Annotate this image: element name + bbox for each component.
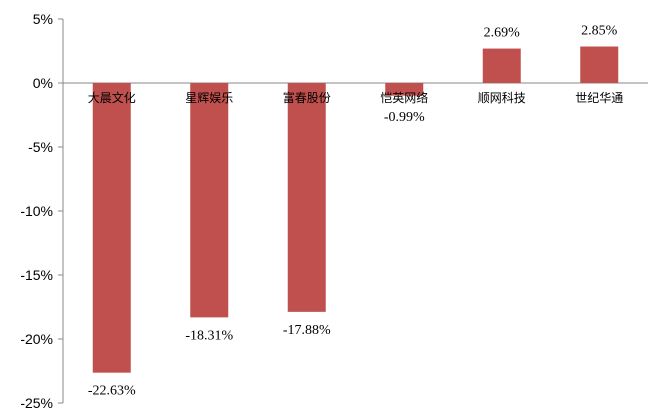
data-label: -22.63%: [88, 384, 136, 399]
data-label: 2.69%: [484, 26, 521, 41]
bar: [580, 46, 619, 83]
bar: [287, 83, 326, 312]
data-label: -18.31%: [185, 328, 233, 343]
bar: [190, 83, 229, 318]
y-tick-label: 5%: [33, 11, 53, 27]
category-label: 富春股份: [283, 90, 331, 105]
y-tick-label: -25%: [20, 395, 53, 411]
category-label: 恺英网络: [380, 90, 428, 105]
y-tick-label: -20%: [20, 331, 53, 347]
axis-layer: 5% 0% -5% -10% -15% -20% -25%: [20, 11, 648, 411]
label-layer: 大晨文化 -22.63% 星辉娱乐 -18.31% 富春股份 -17.88% 恺英网络 -0.…: [88, 24, 624, 399]
y-tick-label: 0%: [33, 75, 53, 91]
category-label: 星辉娱乐: [185, 91, 233, 105]
category-label: 大晨文化: [88, 90, 136, 105]
category-label: 顺网科技: [478, 91, 526, 105]
y-tick-label: -5%: [28, 139, 53, 155]
category-label: 世纪华通: [575, 91, 623, 105]
data-label: 2.85%: [581, 24, 618, 39]
bar: [482, 48, 521, 83]
bar: [385, 83, 424, 96]
data-label: -17.88%: [283, 323, 331, 338]
bar-layer: [92, 46, 619, 373]
data-label: -0.99%: [384, 110, 425, 125]
y-tick-label: -10%: [20, 203, 53, 219]
y-tick-label: -15%: [20, 267, 53, 283]
bar: [92, 83, 131, 373]
